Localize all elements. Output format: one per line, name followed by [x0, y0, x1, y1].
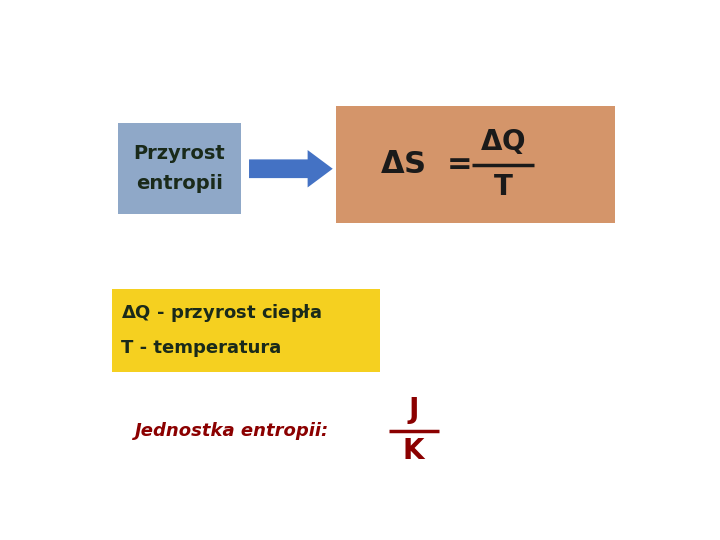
Bar — [118, 123, 240, 214]
Text: K: K — [403, 437, 424, 465]
Text: $\mathbf{\Delta S}$  =: $\mathbf{\Delta S}$ = — [380, 150, 472, 179]
Bar — [112, 289, 380, 373]
Text: T - temperatura: T - temperatura — [121, 339, 281, 357]
Text: $\mathbf{\Delta Q}$ - przyrost ciepła: $\mathbf{\Delta Q}$ - przyrost ciepła — [121, 302, 322, 325]
Text: J: J — [408, 396, 419, 424]
Text: Jednostka entropii:: Jednostka entropii: — [135, 422, 329, 440]
Text: Przyrost: Przyrost — [133, 144, 225, 163]
Text: $\mathbf{\Delta Q}$: $\mathbf{\Delta Q}$ — [480, 127, 526, 156]
Polygon shape — [249, 150, 333, 187]
Text: entropii: entropii — [136, 174, 222, 193]
Bar — [336, 106, 615, 223]
Text: $\mathbf{T}$: $\mathbf{T}$ — [492, 173, 513, 201]
